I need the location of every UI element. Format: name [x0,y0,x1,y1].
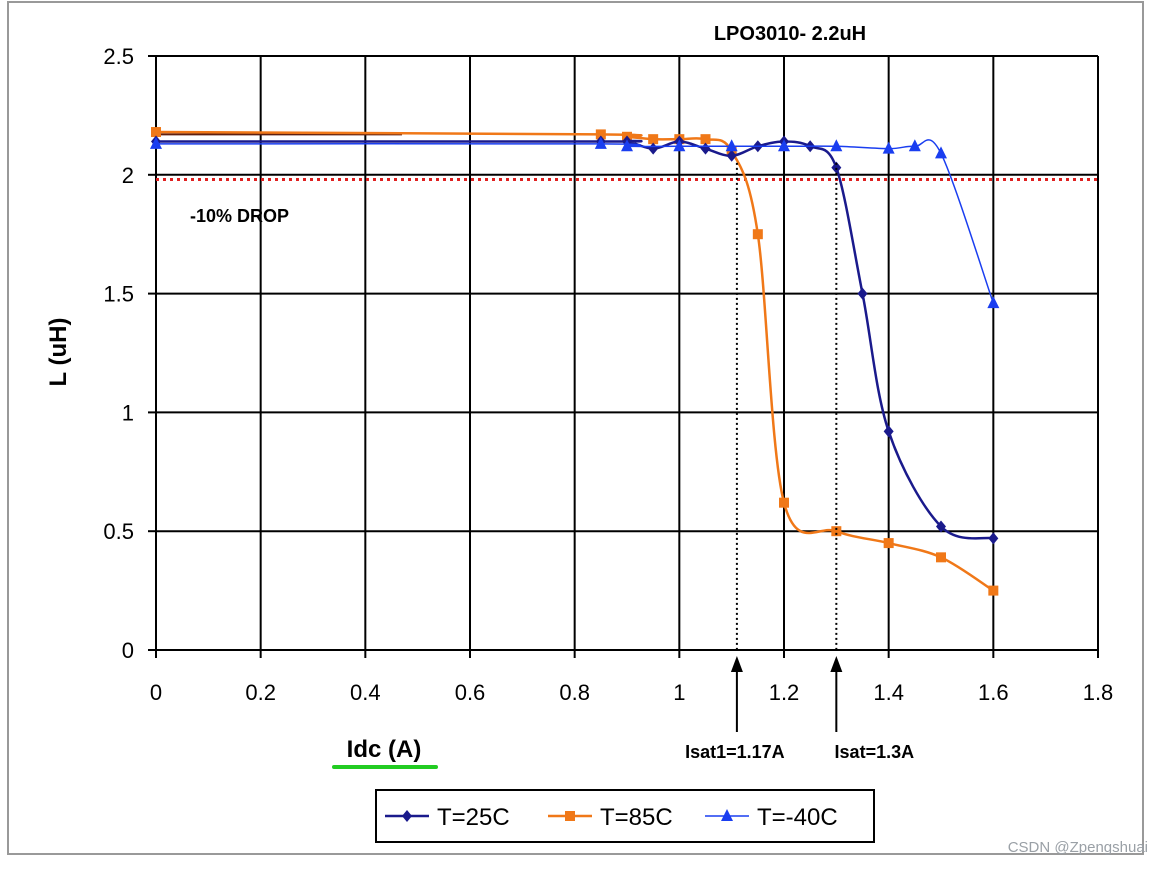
legend-swatch-marker [402,810,412,822]
legend-label: T=25C [437,804,510,831]
legend-label: T=85C [600,804,673,831]
x-axis-label: Idc (A) [347,736,422,763]
data-point [621,139,633,152]
data-point [935,146,947,159]
data-point [857,287,868,300]
data-point [883,538,894,549]
x-tick-label: 1.6 [978,680,1009,705]
data-point [648,134,659,145]
y-tick-label: 1 [122,400,134,425]
y-tick-label: 0 [122,638,134,663]
data-point [595,129,606,140]
data-point [936,520,946,533]
data-point [151,127,161,138]
data-point [831,161,842,174]
y-tick-labels: 0 0.5 1 1.5 2 2.5 [103,44,134,663]
drop-label: -10% DROP [190,206,289,226]
y-axis-label: L (uH) [45,318,72,387]
data-point [779,497,789,508]
reference-line [156,133,1098,182]
watermark: CSDN @Zpengshuai [1008,839,1148,856]
legend-box [375,789,875,843]
series-t-40c [150,136,1000,309]
grid-lines [148,55,1099,658]
chart-title: LPO3010- 2.2uH [714,23,866,45]
x-axis-label-underline [332,765,438,769]
data-point [908,139,921,152]
x-tick-label: 1.8 [1083,680,1114,705]
x-tick-label: 1.4 [873,680,904,705]
data-point [988,532,999,545]
isat-arrow-head [830,656,843,672]
data-point [594,136,607,149]
data-point [725,139,738,152]
isat-markers: Isat1=1.17A Isat=1.3A [685,162,915,762]
data-point [673,139,686,152]
x-tick-label: 0.6 [455,680,486,705]
y-tick-label: 0.5 [103,519,134,544]
series-line [155,139,995,304]
series-lines [150,127,1000,596]
x-tick-label: 0.2 [245,680,276,705]
x-tick-label: 1.2 [769,680,800,705]
series-line [155,130,995,592]
data-point [882,141,895,154]
data-point [883,425,894,438]
series-t-85c [151,127,999,596]
x-tick-label: 0.8 [559,680,590,705]
x-tick-label: 1 [673,680,685,705]
y-tick-label: 1.5 [103,282,134,307]
legend-swatch-marker [721,809,733,821]
x-tick-label: 0.4 [350,680,381,705]
data-point [988,585,999,596]
data-point [987,296,1000,309]
legend-swatch-marker [565,811,575,821]
data-point [831,526,842,537]
x-tick-labels: 0 0.2 0.4 0.6 0.8 1 1.2 1.4 1.6 1.8 [150,680,1113,705]
data-point [830,139,843,152]
data-point [936,552,946,563]
y-tick-label: 2 [122,163,134,188]
legend: T=25C T=85C T=-40C [375,789,875,843]
data-point [700,134,711,145]
isat-label: Isat=1.3A [835,742,915,762]
isat-label: Isat1=1.17A [685,742,785,762]
data-point [726,149,737,162]
data-point [752,229,763,240]
data-point [150,136,162,149]
isat-arrow-head [730,656,743,672]
x-tick-label: 0 [150,680,162,705]
y-tick-label: 2.5 [103,44,134,69]
series-line [156,139,994,540]
data-point [778,139,790,152]
legend-label: T=-40C [757,804,838,831]
